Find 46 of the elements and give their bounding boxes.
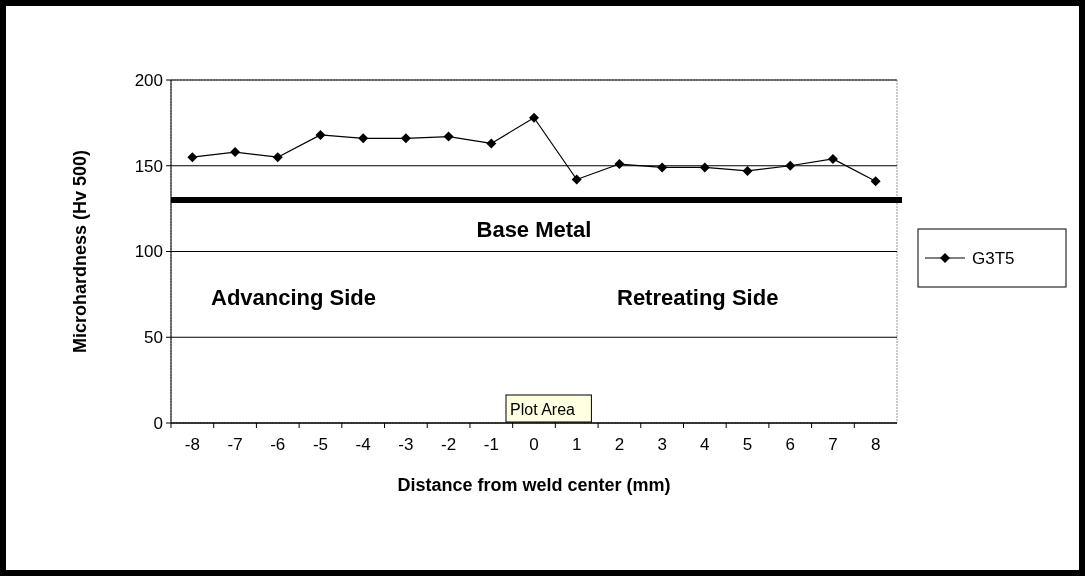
point bbox=[529, 112, 539, 123]
legend-label: G3T5 bbox=[972, 248, 1015, 268]
point bbox=[870, 176, 881, 187]
x-tick-label: 8 bbox=[870, 435, 881, 454]
y-tick-label: 100 bbox=[134, 242, 163, 262]
point bbox=[187, 152, 198, 163]
x-tick-label: -8 bbox=[184, 435, 200, 454]
x-tick-label: 6 bbox=[785, 435, 795, 454]
point bbox=[486, 138, 497, 149]
annotation: Advancing Side bbox=[211, 285, 377, 310]
point bbox=[272, 152, 283, 163]
point bbox=[230, 147, 241, 158]
point bbox=[699, 162, 710, 173]
point bbox=[358, 133, 369, 144]
x-tick-label: 0 bbox=[529, 435, 539, 454]
y-tick-label: 50 bbox=[144, 328, 163, 348]
x-tick-label: -2 bbox=[441, 435, 457, 454]
x-tick-label: -1 bbox=[483, 435, 499, 454]
x-tick-label: -6 bbox=[270, 435, 286, 454]
x-tick-label: -3 bbox=[398, 435, 414, 454]
annotation: Retreating Side bbox=[617, 285, 779, 310]
y-tick-label: 150 bbox=[134, 156, 163, 176]
point bbox=[785, 160, 796, 171]
annotation: Plot Area bbox=[510, 401, 576, 418]
x-tick-label: 5 bbox=[742, 435, 753, 454]
x-tick-label: 3 bbox=[657, 435, 667, 454]
point bbox=[827, 153, 838, 164]
point bbox=[742, 165, 753, 176]
y-axis-title: Microhardness (Hv 500) bbox=[70, 149, 90, 354]
x-tick-label: 4 bbox=[700, 435, 710, 454]
point bbox=[571, 174, 582, 185]
point bbox=[614, 159, 625, 170]
x-tick-label: 1 bbox=[571, 435, 582, 454]
y-tick-label: 0 bbox=[153, 413, 163, 433]
x-tick-label: -4 bbox=[355, 435, 371, 454]
y-tick-label: 200 bbox=[134, 70, 163, 90]
point bbox=[315, 129, 326, 140]
x-tick-label: 2 bbox=[614, 435, 625, 454]
x-tick-label: 7 bbox=[828, 435, 838, 454]
point bbox=[400, 133, 411, 144]
ref-line-label: Base Metal bbox=[476, 217, 592, 243]
point bbox=[443, 131, 454, 142]
point bbox=[657, 162, 668, 173]
x-tick-label: -7 bbox=[227, 435, 243, 454]
x-tick-label: -5 bbox=[312, 435, 329, 454]
x-axis-title: Distance from weld center (mm) bbox=[397, 475, 671, 495]
